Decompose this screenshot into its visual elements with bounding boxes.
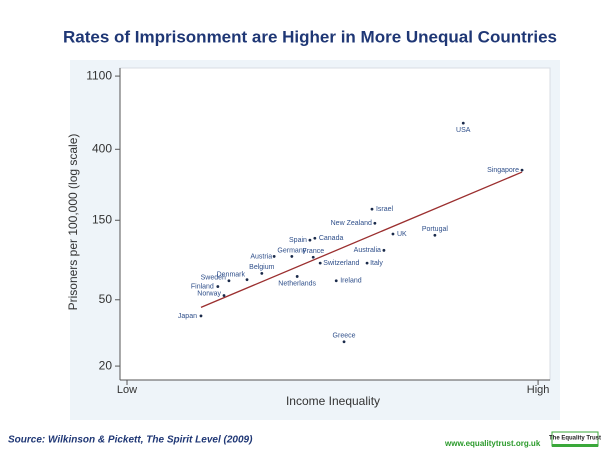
point (313, 236, 317, 240)
point-label: USA (456, 127, 471, 134)
x-tick-label: Low (117, 384, 137, 396)
point-label: New Zealand (331, 220, 372, 227)
y-tick-label: 50 (99, 292, 113, 306)
y-tick-label: 1100 (86, 68, 112, 82)
x-axis-label: Income Inequality (286, 394, 380, 408)
point (245, 278, 249, 282)
point (290, 255, 294, 258)
y-axis-label: Prisoners per 100,000 (log scale) (66, 134, 80, 311)
point (373, 221, 377, 225)
point (433, 233, 437, 237)
point (260, 271, 264, 275)
point (370, 207, 374, 211)
point (382, 248, 386, 252)
point-label: Norway (197, 290, 221, 297)
source: Source: Wilkinson & Pickett, The Spirit … (8, 435, 253, 446)
point (295, 275, 299, 278)
point-label: Japan (178, 313, 197, 320)
plot-area (119, 67, 551, 381)
point-label: Austria (250, 253, 272, 260)
logo-bar (552, 444, 598, 447)
point-label: Portugal (422, 226, 449, 233)
point-label: UK (397, 231, 407, 238)
point (272, 255, 276, 258)
url: www.equalitytrust.org.uk (444, 439, 541, 448)
point (520, 168, 524, 172)
point-label: Israel (376, 206, 394, 213)
point-label: Italy (370, 260, 383, 267)
point-label: Singapore (487, 167, 519, 174)
point (308, 238, 312, 242)
point (334, 279, 338, 283)
point (318, 261, 322, 265)
point (199, 314, 203, 318)
point (222, 294, 226, 297)
point (342, 340, 346, 344)
point-label: Canada (319, 235, 344, 242)
point-label: Germany (277, 247, 306, 254)
trend-line (200, 171, 523, 308)
y-tick-label: 150 (92, 212, 112, 226)
point-label: Greece (333, 333, 356, 340)
point (227, 279, 231, 283)
point-label: France (302, 248, 324, 255)
y-tick-label: 20 (99, 358, 113, 372)
point-label: Ireland (340, 278, 362, 285)
point (311, 255, 315, 259)
x-tick-label: High (527, 384, 550, 396)
logo: The Equality Trust (549, 436, 601, 442)
point-label: Switzerland (323, 260, 359, 267)
point-label: Netherlands (278, 280, 316, 287)
point-label: Denmark (217, 272, 246, 279)
point-label: Spain (289, 237, 307, 244)
point-label: Belgium (249, 264, 274, 271)
point (365, 261, 369, 265)
point (391, 232, 395, 236)
chart-title: Rates of Imprisonment are Higher in More… (63, 27, 557, 46)
y-tick-label: 400 (92, 141, 112, 155)
point-label: Finland (191, 283, 214, 290)
point-label: Sweden (201, 275, 226, 282)
point-label: Australia (354, 247, 381, 254)
point (461, 121, 465, 125)
point (216, 285, 220, 288)
